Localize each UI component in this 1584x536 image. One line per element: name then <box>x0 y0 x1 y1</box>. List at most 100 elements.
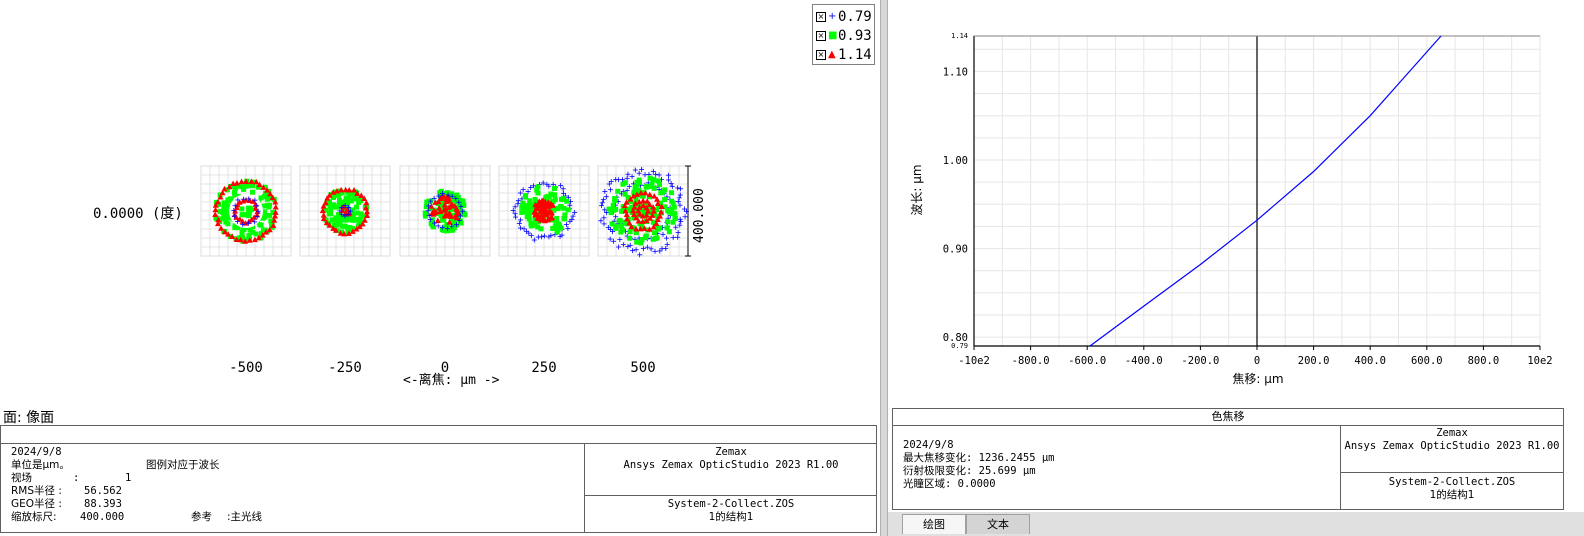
legend-checkbox-icon[interactable]: × <box>816 12 826 22</box>
spot-point <box>658 203 665 210</box>
x-tick-label: -800.0 <box>1012 355 1050 367</box>
spot-point <box>319 207 326 214</box>
spot-point <box>445 192 451 198</box>
spot-point <box>234 218 240 224</box>
spot-point <box>434 208 440 214</box>
spot-point <box>235 197 241 203</box>
x-tick-label: 0 <box>1254 355 1260 367</box>
spot-point <box>268 218 274 224</box>
spot-point <box>326 211 332 217</box>
spot-point <box>552 224 558 230</box>
spot-point <box>344 216 350 222</box>
spot-point <box>649 212 656 218</box>
focal-header: 色焦移 <box>1211 410 1245 423</box>
spot-point <box>622 191 628 197</box>
legend: × +0.79 × ■ 0.93 × ▲ 1.14 <box>812 4 875 65</box>
spot-point <box>223 211 229 217</box>
spot-point <box>243 183 249 189</box>
focal-shift-series-line <box>1089 35 1442 347</box>
footer-geo-value: 88.393 <box>84 498 122 510</box>
spot-point <box>668 181 674 187</box>
spot-point <box>643 211 650 218</box>
square-marker-icon: ■ <box>828 30 838 41</box>
spot-point <box>682 214 688 220</box>
legend-checkbox-icon[interactable]: × <box>816 50 826 60</box>
spot-point <box>677 202 683 208</box>
spot-point <box>535 190 541 196</box>
spot-point <box>354 204 360 210</box>
spot-point <box>239 231 245 237</box>
spot-point <box>677 216 683 222</box>
spot-point <box>640 197 647 204</box>
spot-point <box>633 196 639 202</box>
spot-point <box>517 225 523 231</box>
spot-point <box>647 215 654 221</box>
spot-point <box>639 193 645 199</box>
spot-point <box>437 190 443 196</box>
spot-point <box>262 184 268 190</box>
spot-point <box>241 186 247 192</box>
footer-product: Ansys Zemax OpticStudio 2023 R1.00 <box>623 459 839 471</box>
spot-point <box>520 204 526 210</box>
spot-point <box>267 212 273 218</box>
spot-point <box>669 183 675 189</box>
spot-point <box>323 219 330 226</box>
tab-text[interactable]: 文本 <box>966 514 1030 534</box>
spot-point <box>238 178 245 185</box>
footer-config: 1的结构1 <box>708 511 754 523</box>
spot-point <box>258 235 264 241</box>
spot-point <box>212 211 219 218</box>
spot-point <box>436 204 443 211</box>
spot-point <box>662 197 668 203</box>
spot-point <box>538 206 545 212</box>
spot-point <box>225 231 232 237</box>
spot-point <box>642 189 649 196</box>
spot-point <box>221 228 228 235</box>
legend-item[interactable]: × ■ 0.93 <box>816 28 874 44</box>
pane-splitter[interactable] <box>880 0 888 536</box>
spot-point <box>251 236 258 243</box>
defocus-label: -500 <box>229 360 263 376</box>
spot-point <box>346 204 352 210</box>
spot-point <box>599 200 605 206</box>
spot-point <box>538 226 544 232</box>
spot-point <box>272 198 279 205</box>
spot-point <box>345 229 351 235</box>
spot-point <box>643 204 650 211</box>
spot-point <box>549 214 556 220</box>
footer-rms-label: RMS半径 : <box>11 485 62 497</box>
legend-checkbox-icon[interactable]: × <box>816 31 826 41</box>
spot-point <box>428 198 434 204</box>
spot-point <box>627 229 633 235</box>
spot-point <box>619 177 625 183</box>
spot-point <box>364 212 371 219</box>
spot-point <box>455 209 462 216</box>
spot-point <box>212 202 219 208</box>
defocus-label: 250 <box>531 360 557 376</box>
spot-point <box>435 223 441 229</box>
spot-point <box>349 211 355 217</box>
spot-point <box>229 233 236 240</box>
spot-point <box>335 192 341 198</box>
spot-point <box>224 187 230 193</box>
legend-item[interactable]: × +0.79 <box>816 9 874 25</box>
spot-point <box>231 207 237 213</box>
spot-point <box>339 205 345 211</box>
spot-point <box>429 222 435 228</box>
spot-point <box>521 226 527 232</box>
spot-point <box>355 210 361 216</box>
spot-point <box>546 234 552 240</box>
spot-point <box>633 247 639 253</box>
spot-point <box>422 213 428 219</box>
spot-point <box>651 193 658 199</box>
spot-point <box>535 224 541 230</box>
spot-point <box>263 229 270 235</box>
tab-plot[interactable]: 绘图 <box>902 514 966 534</box>
spot-point <box>254 203 260 209</box>
legend-item[interactable]: × ▲ 1.14 <box>816 47 874 63</box>
x-tick-label: 200.0 <box>1298 355 1330 367</box>
spot-point <box>615 188 621 194</box>
spot-point <box>678 219 684 225</box>
spot-point <box>631 204 638 210</box>
spot-point <box>562 212 568 218</box>
